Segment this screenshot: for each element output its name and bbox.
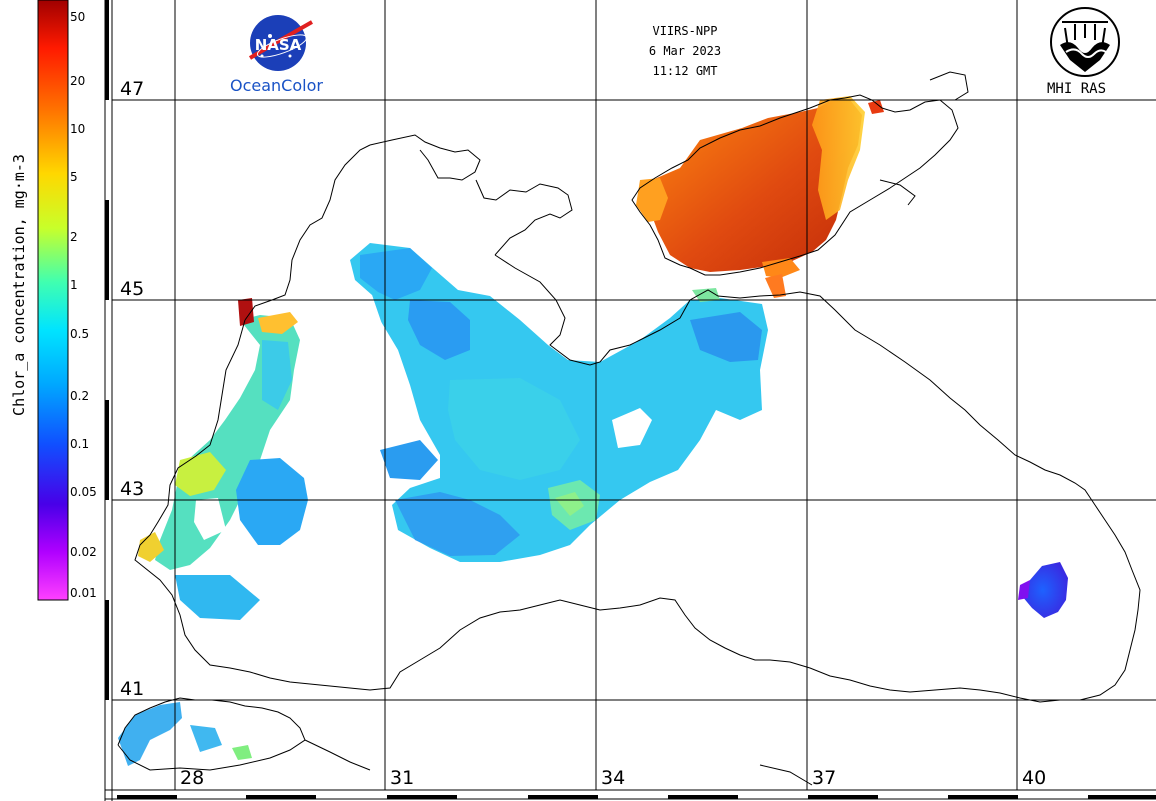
mhi-ras-caption: MHI RAS <box>1047 81 1107 97</box>
chlorophyll-patches <box>118 96 1068 766</box>
left-ruler <box>104 0 113 801</box>
latitude-label: 43 <box>120 478 145 500</box>
acquisition-time: 11:12 GMT <box>652 64 718 78</box>
coastline <box>117 71 1141 786</box>
longitude-label: 34 <box>601 767 626 789</box>
colorbar-title: Chlor_a concentration, mg·m-3 <box>10 154 28 416</box>
colorbar-tick: 0.2 <box>70 389 90 403</box>
latitude-label: 41 <box>120 678 145 700</box>
colorbar-tick: 1 <box>70 278 78 292</box>
longitude-label: 37 <box>812 767 837 789</box>
longitude-label: 40 <box>1022 767 1047 789</box>
colorbar-tick: 2 <box>70 230 78 244</box>
azov-patch <box>648 98 862 272</box>
latitude-label: 47 <box>120 78 145 100</box>
nasa-meatball-icon: NASA <box>248 15 313 71</box>
eastern-blob-patch <box>1022 562 1068 618</box>
colorbar-tick: 0.1 <box>70 437 90 451</box>
lat-lon-grid <box>112 0 1156 790</box>
colorbar-gradient <box>37 0 69 601</box>
colorbar-tick: 0.02 <box>70 545 97 559</box>
oceancolor-caption: OceanColor <box>230 76 323 95</box>
colorbar-tick: 10 <box>70 122 86 136</box>
acquisition-date: 6 Mar 2023 <box>648 44 722 58</box>
colorbar-tick: 0.01 <box>70 586 97 600</box>
bottom-ruler <box>105 789 1156 800</box>
mhi-ras-emblem-icon <box>1050 7 1120 77</box>
sensor-name: VIIRS-NPP <box>652 24 718 38</box>
colorbar-tick: 20 <box>70 74 86 88</box>
colorbar-tick: 0.5 <box>70 327 90 341</box>
colorbar-tick: 50 <box>70 10 86 24</box>
longitude-label: 28 <box>180 767 205 789</box>
colorbar-tick: 0.05 <box>70 485 97 499</box>
nasa-logo-text: NASA <box>255 36 302 54</box>
colorbar-tick: 5 <box>70 170 78 184</box>
colorbar <box>37 0 69 601</box>
longitude-label: 31 <box>390 767 415 789</box>
marmara-patch <box>118 702 182 766</box>
latitude-label: 45 <box>120 278 145 300</box>
azov-east-patch <box>812 96 865 220</box>
